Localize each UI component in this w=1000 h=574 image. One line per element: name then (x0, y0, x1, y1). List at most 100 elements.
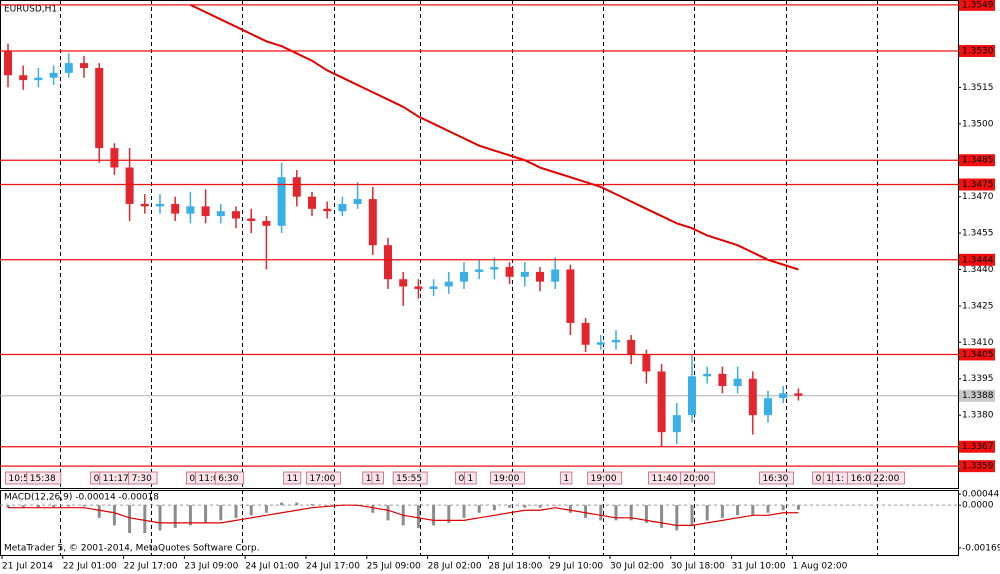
candle-body (292, 177, 301, 197)
trade-event-label: 0 (816, 474, 822, 484)
macd-label: MACD(12,26,9) -0.00014 -0.00018 (4, 493, 159, 503)
trade-event-box (559, 471, 573, 485)
macd-bar (386, 505, 390, 521)
macd-bar (766, 505, 770, 513)
trade-event-label: 0 (94, 474, 100, 484)
trade-event-box (680, 471, 715, 485)
candle-body (596, 342, 605, 345)
macd-bar (568, 505, 572, 513)
macd-bar (264, 505, 268, 513)
trade-event-label: 0 (458, 474, 464, 484)
macd-bar (173, 505, 177, 528)
macd-bar (143, 505, 147, 533)
macd-bar (416, 505, 420, 528)
level-box (959, 348, 995, 361)
candle-body (64, 63, 73, 73)
candle-body (642, 354, 651, 372)
level-label: 1.3485 (962, 156, 994, 166)
candle-body (566, 269, 575, 323)
trade-event-label: 0 (189, 474, 195, 484)
x-tick-label: 22 Jul 01:00 (63, 562, 117, 572)
trade-event-box (283, 471, 302, 485)
macd-bar (614, 505, 618, 521)
candle-body (140, 203, 149, 207)
x-tick-label: 28 Jul 18:00 (488, 562, 542, 572)
trade-event-label: 19:00 (493, 474, 519, 484)
level-box (959, 44, 995, 57)
candle-body (672, 415, 681, 433)
y-tick-label: -0.00169 (962, 543, 1000, 553)
trade-event-box (870, 471, 905, 485)
macd-bar (736, 505, 740, 516)
candle-body (688, 376, 696, 416)
macd-bar (584, 505, 588, 518)
candle-body (110, 148, 119, 168)
candle-body (551, 269, 560, 282)
main-panel-border (0, 0, 959, 489)
macd-bar (432, 505, 436, 526)
x-tick-label: 1 Aug 02:00 (792, 562, 847, 572)
trade-event-box (128, 471, 158, 485)
macd-bar (675, 505, 679, 531)
candle-body (125, 167, 134, 204)
candle-body (733, 378, 742, 387)
macd-bar (477, 505, 481, 513)
trade-event-box (392, 471, 428, 485)
trade-event-label: 1 (375, 474, 381, 484)
macd-bar (644, 505, 648, 523)
candle-body (338, 203, 347, 212)
day-separators (60, 0, 878, 555)
level-label: 1.3549 (962, 0, 994, 10)
candle-body (308, 196, 316, 209)
trade-event-label: 1: (835, 474, 844, 484)
candle-body (505, 267, 514, 277)
x-tick-label: 29 Jul 10:00 (549, 562, 603, 572)
x-tick-label: 24 Jul 01:00 (245, 562, 299, 572)
macd-bar (6, 505, 10, 508)
candle-body (232, 211, 240, 219)
trade-event-label: 1 (468, 474, 474, 484)
macd-bar (295, 502, 299, 506)
candle-body (247, 218, 256, 221)
candle-body (429, 286, 438, 289)
macd-bar (599, 505, 603, 521)
candle-body (262, 220, 271, 226)
candle-body (612, 339, 620, 343)
trade-event-label: 11:17 (103, 474, 129, 484)
candle-body (460, 271, 468, 282)
trade-event-label: 11 (287, 474, 298, 484)
current-price-label: 1.3388 (962, 391, 994, 401)
candle-body (718, 373, 727, 387)
macd-bar (508, 505, 512, 508)
candle-body (277, 177, 286, 226)
level-label: 1.3475 (962, 180, 994, 190)
trade-event-label: 22:00 (873, 474, 899, 484)
macd-bar (128, 505, 132, 533)
candle-body (49, 72, 58, 78)
candle-body (536, 271, 544, 282)
trade-event-label: 20:00 (683, 474, 709, 484)
candle-body (475, 269, 484, 272)
level-label: 1.3444 (962, 255, 994, 265)
candle-body (490, 267, 499, 270)
candle-body (581, 322, 590, 345)
macd-bar (97, 505, 101, 518)
level-label: 1.3367 (962, 442, 994, 452)
y-tick-label: 1.3410 (962, 338, 994, 348)
macd-bar (325, 505, 329, 506)
y-tick-label: 1.3395 (962, 374, 994, 384)
macd-bar (158, 505, 162, 531)
candle-body (779, 393, 788, 399)
trade-event-label: 1 (826, 474, 832, 484)
macd-bar (660, 505, 664, 528)
trade-event-box (26, 471, 62, 485)
level-label: 1.3359 (962, 462, 994, 472)
symbol-label: EURUSD,H1 (4, 5, 57, 15)
x-tick-label: 30 Jul 18:00 (671, 562, 725, 572)
macd-bar (219, 505, 223, 521)
candle-body (399, 279, 408, 287)
level-box (959, 253, 995, 266)
level-label: 1.3530 (962, 46, 994, 56)
macd-bar (705, 505, 709, 521)
trade-event-label: 16:30 (762, 474, 788, 484)
